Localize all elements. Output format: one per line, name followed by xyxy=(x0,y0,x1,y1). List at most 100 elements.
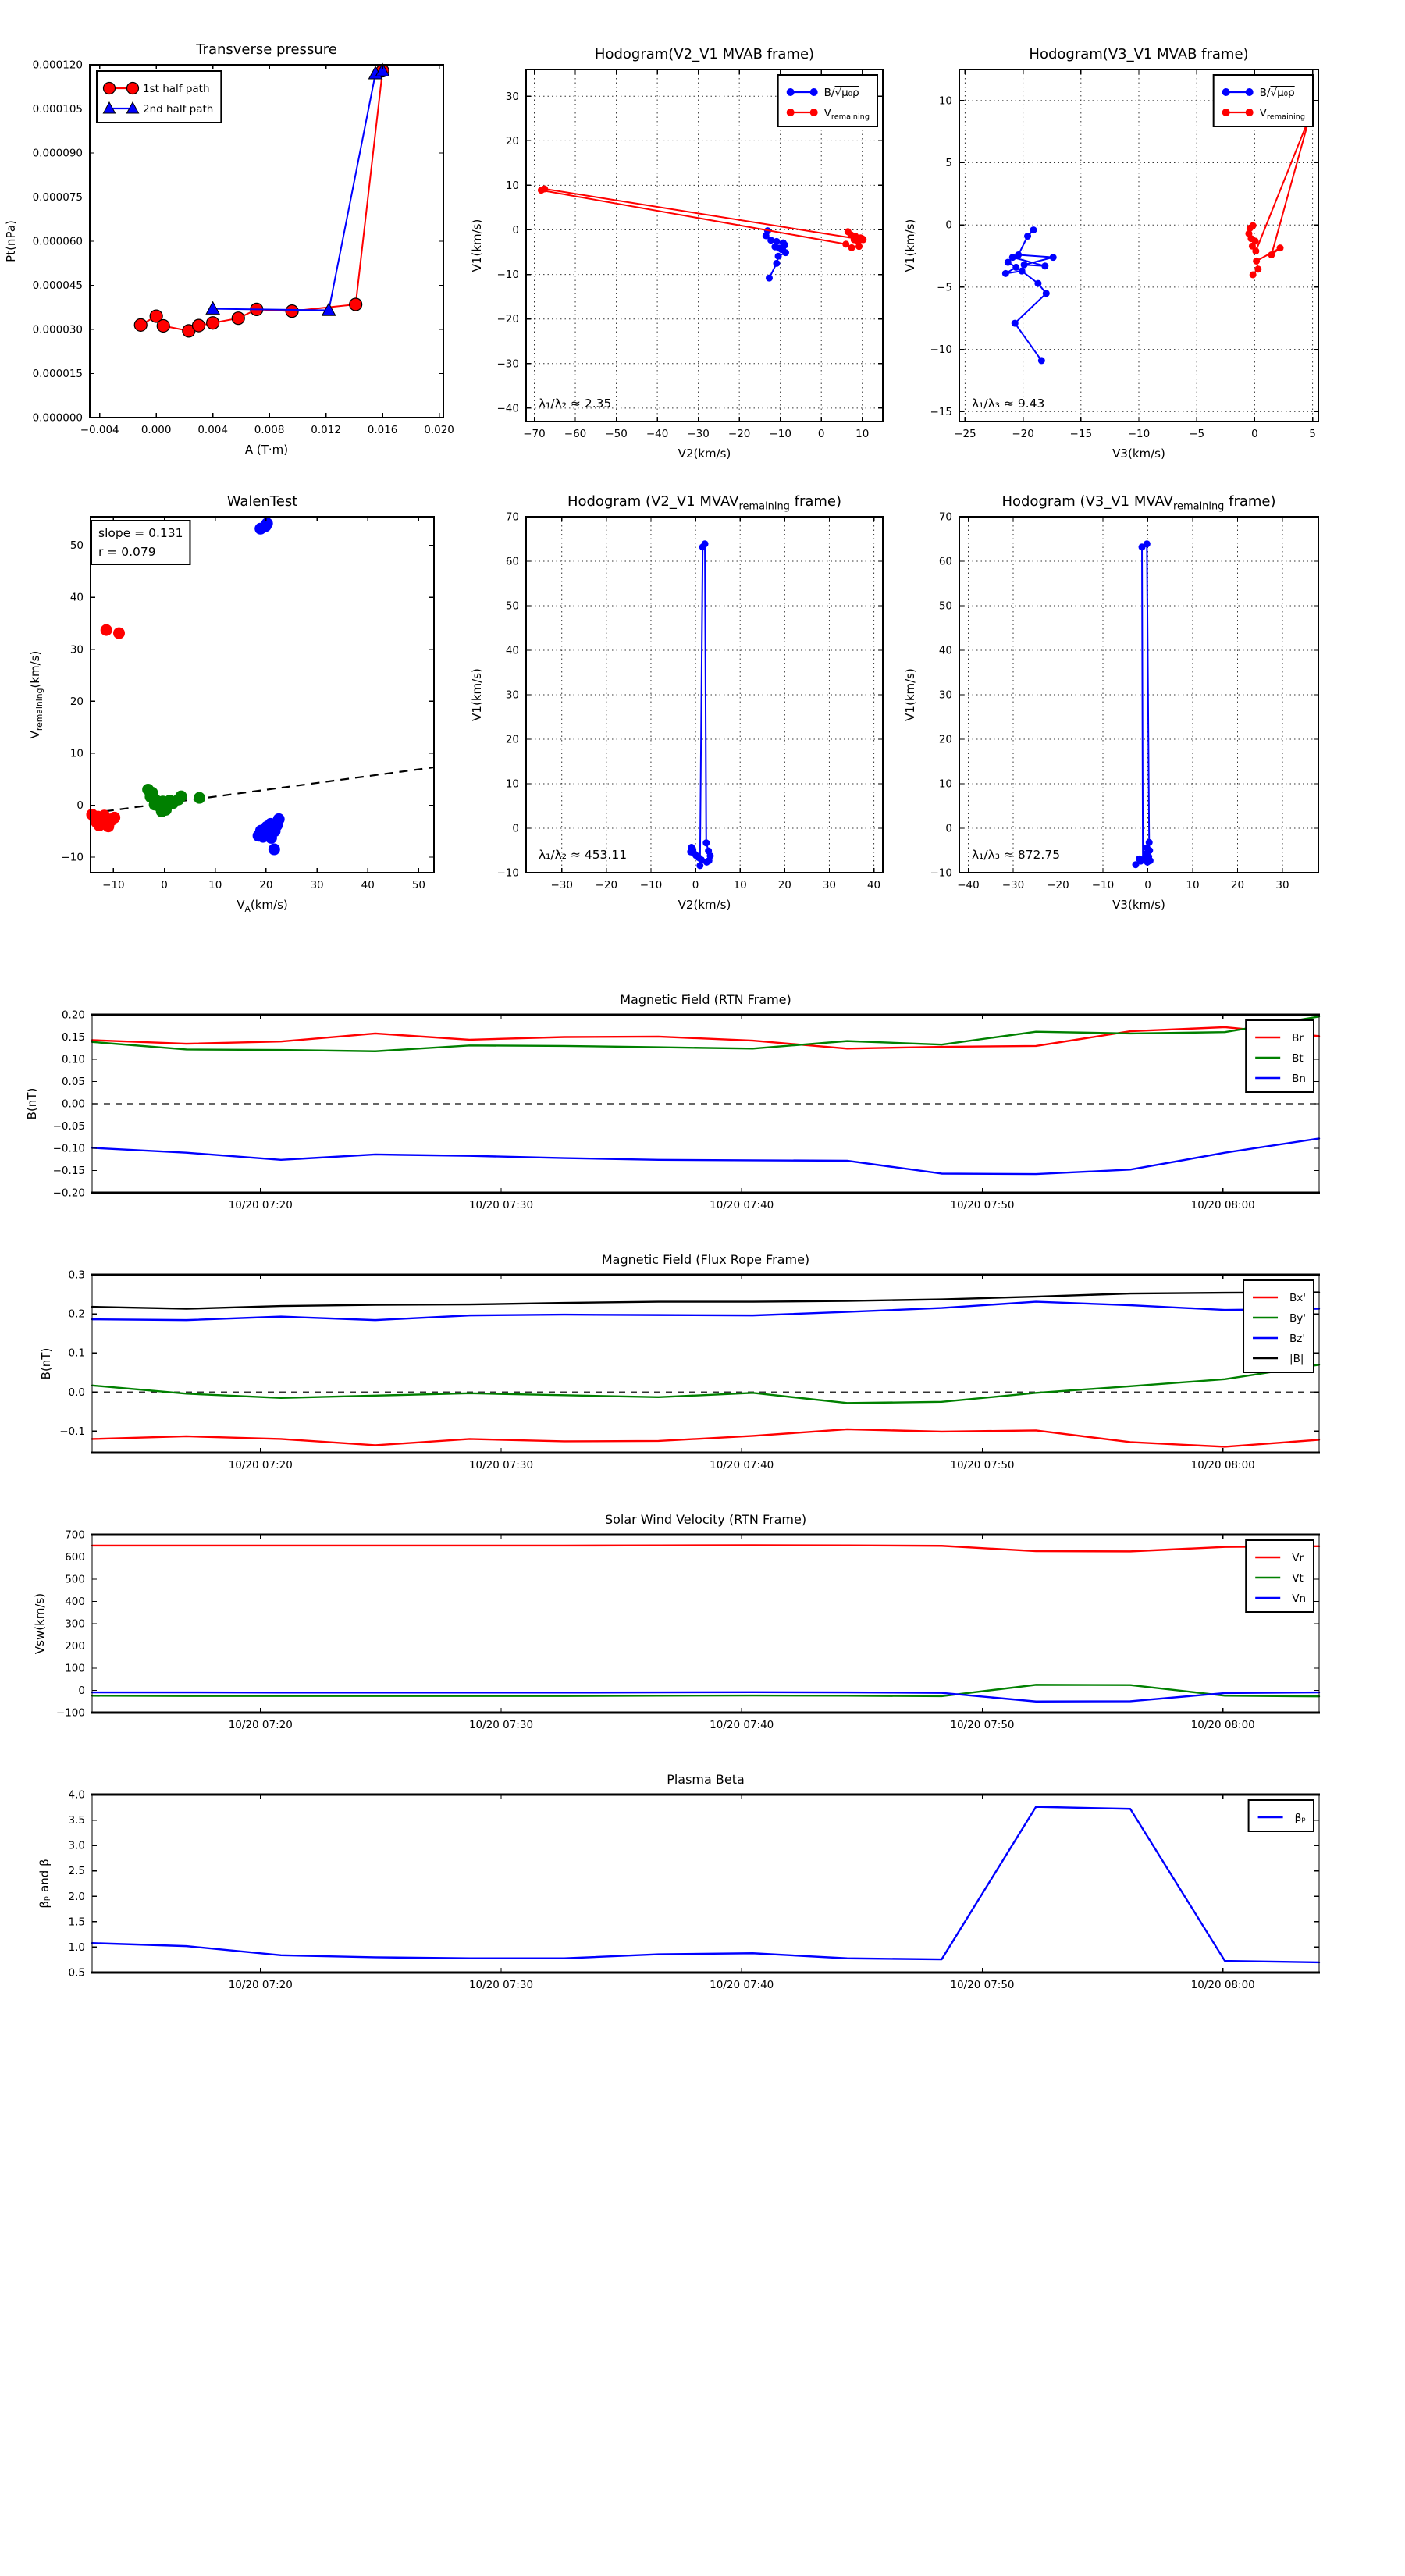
y-tick-label: 0 xyxy=(76,799,84,812)
y-tick-label: 60 xyxy=(939,556,952,568)
dot-marker xyxy=(809,109,818,116)
dot-marker xyxy=(765,274,773,282)
y-tick-label: −0.20 xyxy=(53,1187,85,1200)
legend-label: Vremaining xyxy=(824,107,870,122)
y-tick-label: 40 xyxy=(939,645,952,657)
series-bt xyxy=(91,1016,1321,1052)
x-tick-label: −40 xyxy=(957,879,980,891)
dot-marker xyxy=(1245,109,1254,116)
x-tick-label: 0.000 xyxy=(141,424,172,436)
dot-marker xyxy=(786,109,795,116)
y-tick-label: 0.000015 xyxy=(33,368,83,380)
dot-marker xyxy=(696,862,704,870)
y-tick-label: 10 xyxy=(506,180,519,192)
x-tick-label: −10 xyxy=(1128,428,1151,440)
y-axis-label: V1(km/s) xyxy=(470,219,484,272)
y-tick-label: 0.000120 xyxy=(33,59,83,72)
x-tick-label: 0.016 xyxy=(368,424,398,436)
y-tick-label: 2.5 xyxy=(69,1865,85,1877)
y-tick-label: 20 xyxy=(506,135,519,148)
dot-marker xyxy=(1254,265,1262,273)
dot-marker xyxy=(767,237,775,244)
y-axis-label: V1(km/s) xyxy=(470,668,484,721)
walen-test-chart: −10 0 10 20 30 40 50 −10 0 10 20 30 40 50 WalenTest VA(… xyxy=(28,493,435,914)
y-tick-label: −20 xyxy=(497,313,520,326)
x-tick-label: 20 xyxy=(1231,879,1244,891)
x-tick-label: 10 xyxy=(1186,879,1199,891)
y-tick-label: 10 xyxy=(506,778,519,791)
x-tick-label: −20 xyxy=(728,428,751,440)
y-tick-label: 0.2 xyxy=(69,1308,85,1321)
dot-marker xyxy=(1008,254,1016,262)
y-tick-label: 600 xyxy=(65,1551,85,1564)
series-line xyxy=(91,1016,1321,1052)
y-tick-label: 0.15 xyxy=(62,1031,85,1044)
circle-marker xyxy=(126,81,140,95)
series-green-points xyxy=(142,783,205,817)
x-axis-label: V2(km/s) xyxy=(678,898,731,912)
y-tick-label: 0 xyxy=(512,823,519,835)
x-tick-label: 10/20 08:00 xyxy=(1191,1719,1255,1731)
circle-marker xyxy=(231,311,245,326)
legend-box xyxy=(1245,1539,1314,1613)
series-1st-half-path xyxy=(133,63,389,338)
x-tick-label: −10 xyxy=(1092,879,1115,891)
ticks xyxy=(92,1534,1319,1713)
y-tick-label: 20 xyxy=(70,696,84,708)
y-tick-label: 20 xyxy=(506,734,519,746)
x-tick-label: 10/20 07:30 xyxy=(469,1199,533,1212)
x-tick-label: 10 xyxy=(208,879,222,891)
dot-marker xyxy=(1249,222,1257,229)
series-red-points xyxy=(86,624,126,833)
dot-marker xyxy=(1020,261,1028,269)
x-tick-label: 30 xyxy=(1275,879,1289,891)
triangle-marker xyxy=(375,62,390,76)
x-tick-label: 50 xyxy=(412,879,425,891)
x-tick-label: −30 xyxy=(1002,879,1025,891)
chart-title: Hodogram(V2_V1 MVAB frame) xyxy=(595,46,814,62)
x-tick-label: 0 xyxy=(818,428,825,440)
grid xyxy=(526,69,883,422)
dot-marker xyxy=(91,816,103,828)
x-tick-label: 10/20 07:50 xyxy=(950,1459,1014,1471)
x-tick-label: −60 xyxy=(564,428,587,440)
annotation: λ₁/λ₃ ≈ 9.43 xyxy=(972,397,1044,411)
series-b-hodogram xyxy=(1132,540,1154,869)
y-tick-label: 500 xyxy=(65,1574,85,1586)
dot-marker xyxy=(848,244,855,251)
dot-marker xyxy=(1268,251,1275,258)
hodogram-v3v1-mvav-chart: −40 −30 −20 −10 0 10 20 30 −10 0 10 20 30 40 50 60 70 Hod… xyxy=(903,493,1319,912)
y-axis-label: Pt(nPa) xyxy=(4,220,18,262)
x-tick-label: −0.004 xyxy=(80,424,119,436)
triangle-marker xyxy=(126,101,140,114)
dot-marker xyxy=(1245,88,1254,96)
x-tick-label: −20 xyxy=(596,879,618,891)
y-tick-label: −30 xyxy=(497,358,520,370)
x-tick-label: −10 xyxy=(640,879,663,891)
ticks xyxy=(92,1014,1319,1194)
hodogram-v3v1-mvab-chart: −25 −20 −15 −10 −5 0 5 −15 −10 −5 0 5 10 Hodogram(V3_… xyxy=(903,46,1319,461)
circle-marker xyxy=(206,316,220,330)
chart-title: Magnetic Field (RTN Frame) xyxy=(620,992,791,1007)
x-tick-label: 10/20 08:00 xyxy=(1191,1979,1255,1991)
dot-marker xyxy=(782,249,790,257)
dot-marker xyxy=(698,856,706,863)
dot-marker xyxy=(1252,247,1260,255)
dot-marker xyxy=(842,240,850,248)
y-tick-label: −10 xyxy=(930,343,953,356)
y-tick-label: −40 xyxy=(497,402,520,415)
y-tick-label: 40 xyxy=(70,592,84,604)
ticks xyxy=(92,1794,1319,1973)
chart-title: WalenTest xyxy=(227,493,298,510)
ticks xyxy=(91,517,434,873)
y-tick-label: 10 xyxy=(70,747,84,760)
series-beta-p xyxy=(91,1806,1321,1964)
y-tick-label: 70 xyxy=(939,511,952,524)
ticks xyxy=(526,516,883,873)
y-tick-label: 50 xyxy=(70,539,84,552)
circle-marker xyxy=(102,81,116,95)
y-tick-label: 0.000030 xyxy=(33,324,83,336)
dot-marker xyxy=(1042,290,1050,297)
